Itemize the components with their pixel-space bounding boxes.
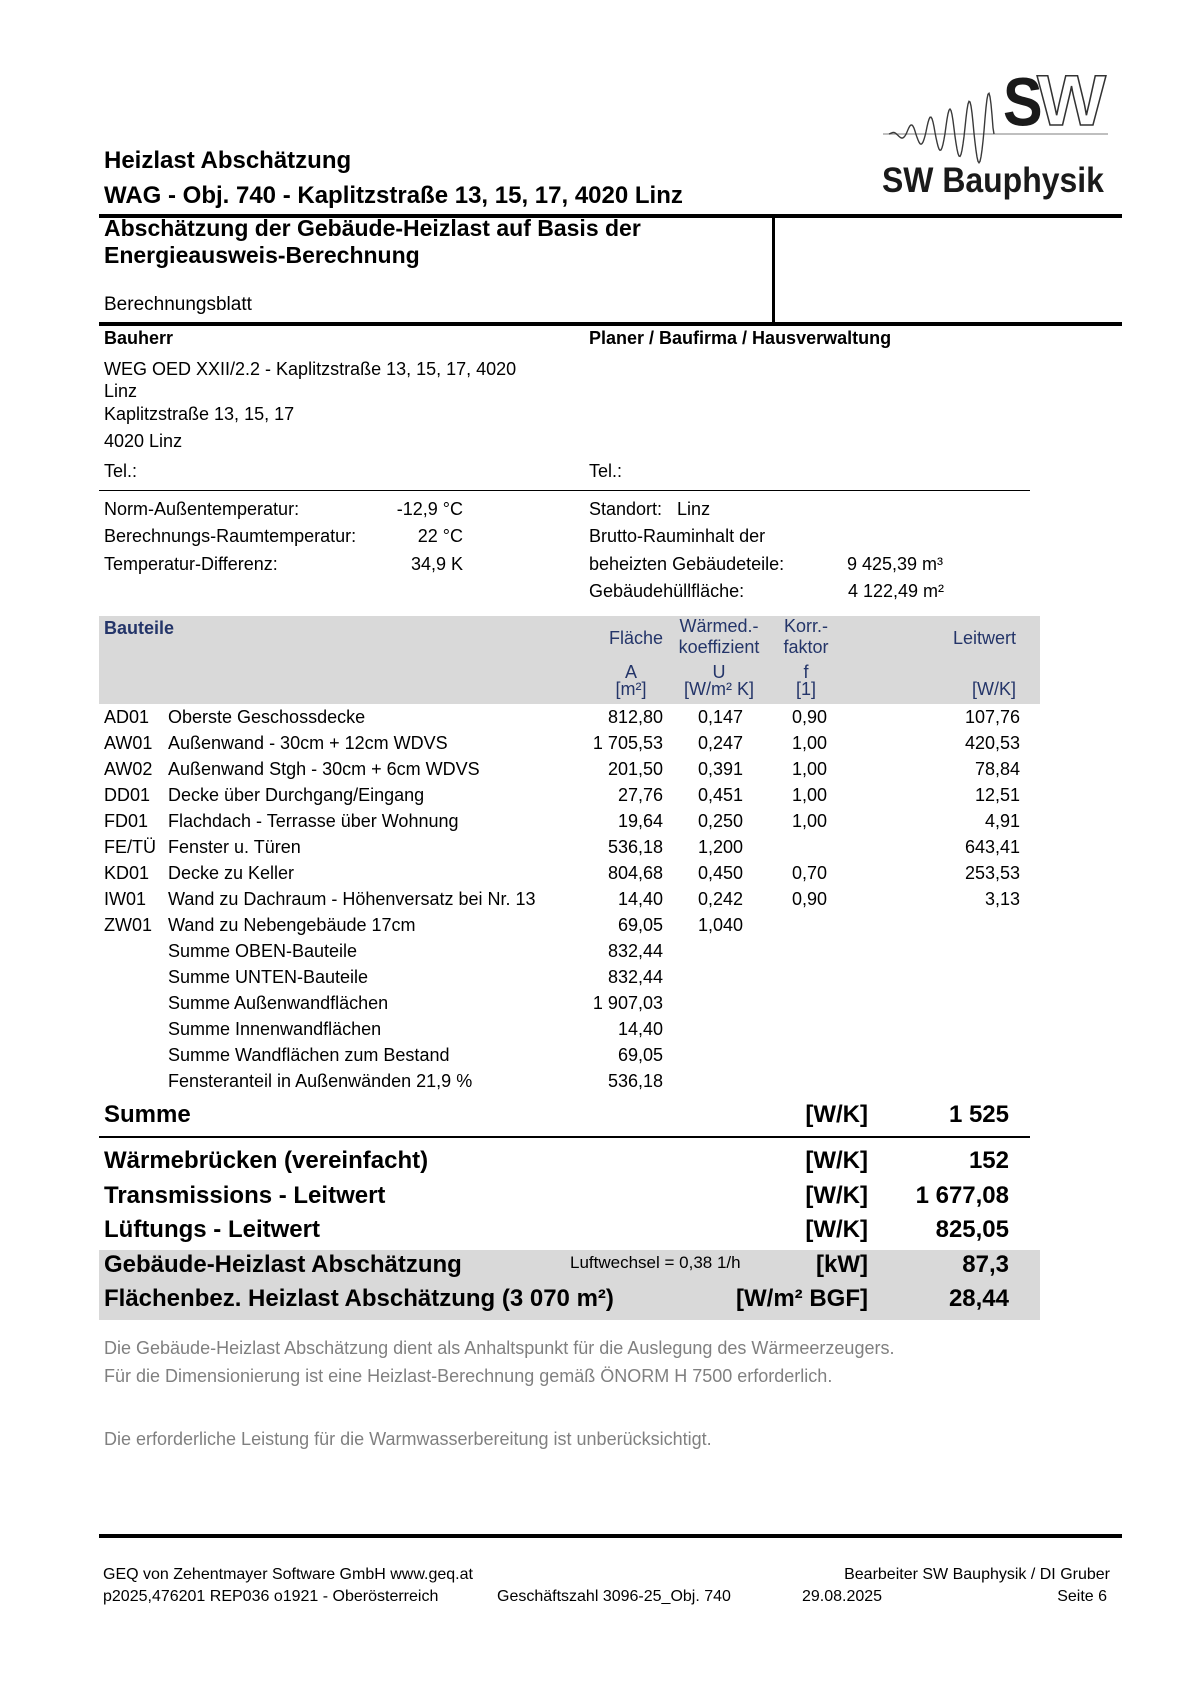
svg-text:S: S: [1003, 63, 1043, 140]
svg-text:SW Bauphysik: SW Bauphysik: [882, 160, 1104, 200]
svg-text:W: W: [1037, 62, 1106, 141]
